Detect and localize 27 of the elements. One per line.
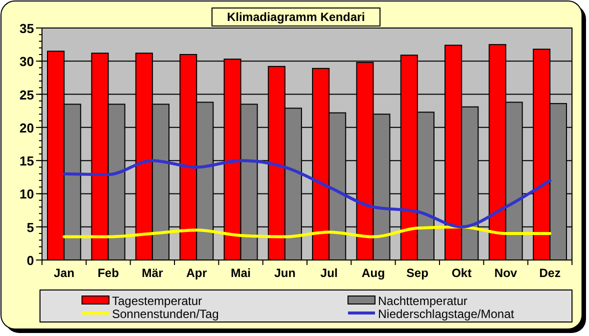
x-tick-label: Mär [142,266,164,280]
x-tick-label: Apr [186,266,208,280]
x-tick-label: Feb [98,266,119,280]
y-tick-label: 35 [20,21,34,36]
line-series [62,159,552,228]
legend-label: Sonnenstunden/Tag [112,307,219,321]
y-tick-label: 5 [26,220,34,235]
x-tick-label: Okt [452,266,472,280]
x-tick-label: Mai [230,266,251,280]
x-tick-label: Nov [494,266,518,280]
y-tick-label: 20 [20,120,34,136]
y-tick-label: 25 [20,87,34,102]
x-tick-label: Jul [320,266,338,280]
x-tick-label: Sep [406,266,428,280]
x-tick-label: Jan [54,266,74,280]
y-tick-label: 0 [26,253,34,268]
legend-label: Nachttemperatur [378,294,468,308]
y-tick-label: 10 [20,186,34,202]
x-tick-label: Dez [539,266,561,280]
legend-label: Niederschlagstage/Monat [378,307,515,321]
chart-title: Klimadiagramm Kendari [226,10,366,24]
x-tick-label: Aug [362,266,385,280]
x-tick-label: Jun [274,266,296,280]
legend-label: Tagestemperatur [112,294,202,308]
line-series [62,225,552,238]
y-tick-label: 30 [20,54,34,70]
y-tick-label: 15 [20,154,34,169]
